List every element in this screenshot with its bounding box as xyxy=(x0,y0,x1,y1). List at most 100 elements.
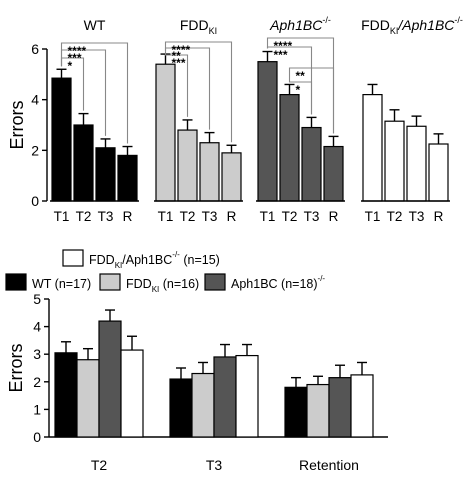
legend-swatch xyxy=(62,249,84,267)
top-bar xyxy=(384,120,405,202)
legend-label-wt-main: WT (n=17) xyxy=(32,277,91,291)
top-group-title-double: FDDKI/Aph1BC-/- xyxy=(361,15,463,36)
legend-label-double-tail: (n=15) xyxy=(180,253,220,267)
top-x-tick-label: R xyxy=(227,209,237,224)
top-y-tick-label: 6 xyxy=(31,41,39,57)
legend-item-aph: Aph1BC (n=18)-/- xyxy=(204,273,325,291)
bottom-panel: 0 1 2 3 4 5 Errors T2 T3 Retention WT (n=17) FDDKI … xyxy=(5,249,388,473)
legend-label-aph-sup: -/- xyxy=(318,274,326,283)
significance-label: **** xyxy=(274,39,293,53)
top-x-tick-label: T1 xyxy=(260,209,276,224)
bottom-y-tick-label: 2 xyxy=(33,374,41,390)
top-x-tick-label: T2 xyxy=(282,209,298,224)
significance-bracket xyxy=(288,81,313,115)
legend-label-aph-main: Aph1BC xyxy=(231,277,278,291)
top-bar xyxy=(51,77,72,202)
top-group-title-double-sub: KI xyxy=(390,26,399,36)
significance-bracket xyxy=(164,51,189,117)
legend-item-wt: WT (n=17) xyxy=(5,273,91,291)
bottom-x-tick-label: Retention xyxy=(299,457,359,473)
top-group-wt: T1 T2 T3 R WT ******** xyxy=(50,17,139,224)
legend-label-double: FDDKI/Aph1BC-/- (n=15) xyxy=(89,250,220,270)
significance-bracket xyxy=(288,67,335,134)
top-x-tick-label: T1 xyxy=(54,209,70,224)
bottom-bar xyxy=(169,378,193,438)
legend: WT (n=17) FDDKI (n=16) Aph1BC (n=18)-/-FDD… xyxy=(5,249,325,294)
top-x-tick-label: T3 xyxy=(202,209,218,224)
top-bar xyxy=(323,145,344,202)
legend-swatch xyxy=(204,273,226,291)
top-bar xyxy=(177,129,198,202)
legend-label-aph: Aph1BC (n=18)-/- xyxy=(231,274,325,291)
top-group-title-aph-sup: -/- xyxy=(322,15,331,25)
top-group-fdd: T1 T2 T3 R FDDKI ********* xyxy=(154,17,243,224)
legend-item-fdd: FDDKI (n=16) xyxy=(99,273,199,294)
significance-label: **** xyxy=(172,43,191,57)
legend-label-double-rest: /Aph1BC xyxy=(122,253,172,267)
top-y-tick-label: 4 xyxy=(31,92,39,108)
legend-swatch xyxy=(99,273,121,291)
top-group-title-aph: Aph1BC-/- xyxy=(269,15,331,33)
top-bar xyxy=(301,126,322,202)
significance-label: ** xyxy=(296,69,306,83)
top-group-double: T1 T2 T3 R FDDKI/Aph1BC-/- xyxy=(361,15,463,224)
top-bar xyxy=(117,154,138,202)
top-group-title-double-sup: -/- xyxy=(454,15,463,25)
top-y-tick-label: 0 xyxy=(31,193,39,209)
top-x-tick-label: T3 xyxy=(304,209,320,224)
top-bar xyxy=(199,142,220,202)
bottom-bar xyxy=(328,377,352,438)
top-group-title-double-rest: /Aph1BC xyxy=(397,17,455,33)
bottom-bar xyxy=(120,349,144,438)
top-bar xyxy=(95,147,116,202)
top-x-tick-label: T2 xyxy=(387,209,403,224)
significance-label: * xyxy=(68,59,73,73)
top-group-title-double-main: FDD xyxy=(361,17,390,33)
legend-swatch xyxy=(5,273,27,291)
legend-label-double-sub: KI xyxy=(115,261,123,270)
bottom-bar xyxy=(54,352,78,438)
significance-label: *** xyxy=(172,56,186,70)
top-bar xyxy=(73,124,94,202)
bottom-bar xyxy=(191,372,215,438)
top-y-axis-label: Errors xyxy=(7,101,27,150)
legend-label-double-sup: -/- xyxy=(172,250,180,259)
top-x-tick-label: R xyxy=(434,209,444,224)
legend-label-fdd: FDDKI (n=16) xyxy=(126,277,199,294)
top-bar xyxy=(257,61,278,202)
top-y-tick-label: 2 xyxy=(31,142,39,158)
legend-label-fdd-sub: KI xyxy=(152,285,160,294)
bottom-bar xyxy=(98,320,122,438)
top-x-tick-label: T1 xyxy=(158,209,174,224)
top-group-title-fdd-sub: KI xyxy=(209,26,218,36)
legend-label-fdd-main: FDD xyxy=(126,277,152,291)
top-x-tick-label: T3 xyxy=(98,209,114,224)
top-group-title-fdd: FDDKI xyxy=(180,17,217,36)
significance-label: * xyxy=(296,83,301,97)
top-bar xyxy=(221,152,242,202)
significance-label: **** xyxy=(68,44,87,58)
significance-bracket xyxy=(164,41,233,143)
bottom-y-tick-label: 5 xyxy=(33,291,41,307)
top-group-title-fdd-main: FDD xyxy=(180,17,209,33)
bottom-bar xyxy=(235,354,259,438)
top-x-tick-label: T2 xyxy=(180,209,196,224)
significance-bracket xyxy=(60,42,129,144)
significance-label: *** xyxy=(274,48,288,62)
top-x-tick-label: T3 xyxy=(409,209,425,224)
bottom-group-t3: T3 xyxy=(169,343,259,473)
top-group-title-aph-main: Aph1BC xyxy=(269,17,323,33)
bottom-x-tick-label: T2 xyxy=(91,457,108,473)
top-bar xyxy=(362,93,383,202)
bottom-y-tick-label: 0 xyxy=(33,429,41,445)
legend-label-aph-rest: (n=18) xyxy=(278,277,318,291)
bottom-bar xyxy=(284,386,308,438)
bottom-x-tick-label: T3 xyxy=(206,457,223,473)
top-x-tick-label: R xyxy=(123,209,133,224)
top-group-title-wt-main: WT xyxy=(84,17,106,33)
bottom-bar xyxy=(76,359,100,438)
bottom-y-tick-label: 3 xyxy=(33,346,41,362)
bottom-bar xyxy=(213,356,237,438)
